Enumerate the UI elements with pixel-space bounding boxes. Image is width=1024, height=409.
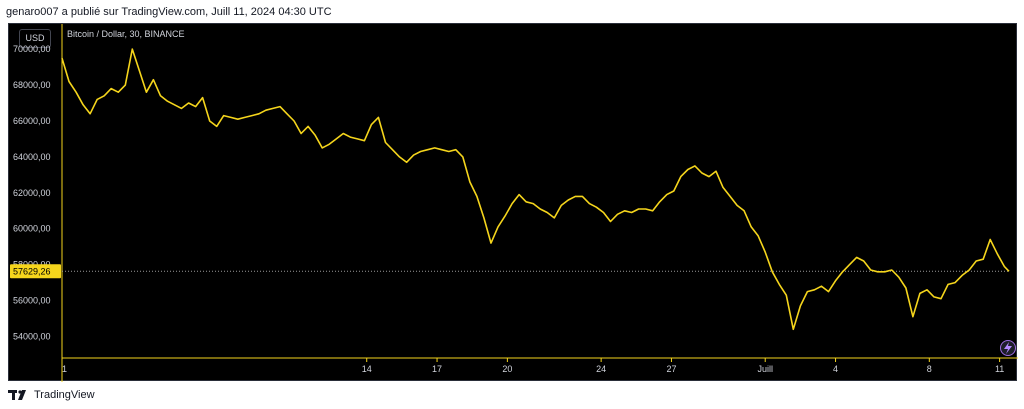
x-tick-label: Juill (757, 364, 773, 374)
y-tick-label: 68000,00 (13, 80, 51, 90)
y-tick-label: 70000,00 (13, 44, 51, 54)
x-tick-label: 27 (666, 364, 676, 374)
y-tick-label: 56000,00 (13, 296, 51, 306)
lightning-icon[interactable] (1000, 340, 1016, 356)
x-tick-label: 20 (502, 364, 512, 374)
x-tick-label: 14 (362, 364, 372, 374)
footer-brand: TradingView (34, 389, 95, 401)
x-tick-label: 11 (995, 364, 1004, 374)
price-chart[interactable]: 54000,0056000,0058000,0060000,0062000,00… (9, 24, 1018, 382)
y-tick-label: 66000,00 (13, 116, 51, 126)
x-tick-label: 4 (833, 364, 838, 374)
x-tick-label: 17 (432, 364, 442, 374)
symbol-label: Bitcoin / Dollar, 30, BINANCE (67, 29, 185, 39)
y-tick-label: 64000,00 (13, 152, 51, 162)
publish-header: genaro007 a publié sur TradingView.com, … (6, 6, 332, 18)
price-series-line (61, 48, 1010, 331)
x-tick-label: 24 (596, 364, 606, 374)
x-tick-label: 1 (62, 364, 67, 374)
y-tick-label: 60000,00 (13, 224, 51, 234)
y-tick-label: 62000,00 (13, 188, 51, 198)
y-tick-label: 54000,00 (13, 331, 51, 341)
tradingview-logo-icon (8, 390, 26, 400)
footer: TradingView (8, 389, 95, 401)
chart-panel[interactable]: USD Bitcoin / Dollar, 30, BINANCE 54000,… (8, 23, 1018, 382)
last-price-label: 57629,26 (13, 266, 51, 276)
x-tick-label: 8 (927, 364, 932, 374)
last-price-badge (10, 264, 61, 279)
currency-button[interactable]: USD (19, 29, 51, 48)
